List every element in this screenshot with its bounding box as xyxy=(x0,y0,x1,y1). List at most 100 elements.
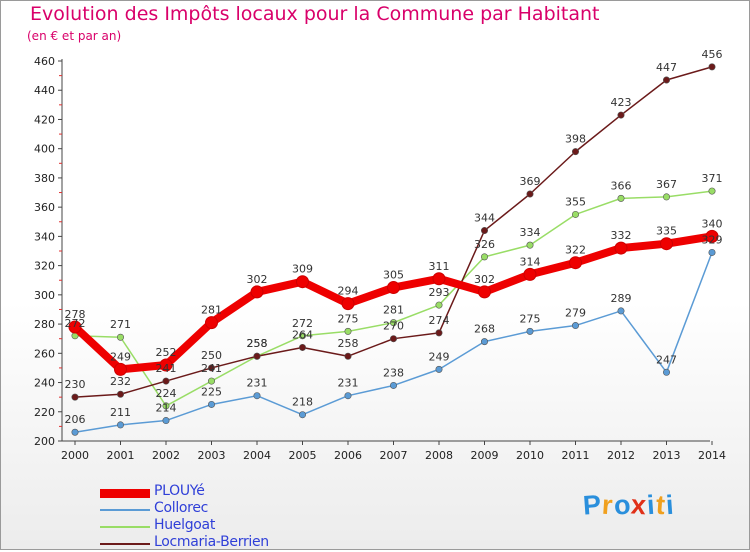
data-point-3 xyxy=(526,190,534,198)
data-label-3: 398 xyxy=(565,133,586,146)
data-point-3 xyxy=(480,227,488,235)
data-label-1: 231 xyxy=(247,377,268,390)
data-label-3: 447 xyxy=(656,61,677,74)
data-point-3 xyxy=(117,390,125,398)
data-label-2: 355 xyxy=(565,195,586,208)
data-label-0: 302 xyxy=(247,273,268,286)
data-label-3: 258 xyxy=(338,337,359,350)
data-point-0 xyxy=(341,297,355,311)
data-point-1 xyxy=(162,417,170,425)
data-label-2: 326 xyxy=(474,238,495,251)
y-tick-label: 340 xyxy=(34,230,55,243)
data-point-2 xyxy=(117,333,125,341)
data-point-3 xyxy=(708,63,716,71)
legend-label: Locmaria-Berrien xyxy=(154,534,269,550)
data-label-0: 249 xyxy=(110,350,131,363)
data-label-0: 281 xyxy=(201,304,222,317)
data-point-0 xyxy=(614,241,628,255)
data-point-2 xyxy=(435,301,443,309)
y-tick-label: 300 xyxy=(34,289,55,302)
data-point-2 xyxy=(617,194,625,202)
data-point-3 xyxy=(389,335,397,343)
data-label-0: 311 xyxy=(429,260,450,273)
data-point-3 xyxy=(571,148,579,156)
data-point-2 xyxy=(662,193,670,201)
data-label-1: 268 xyxy=(474,323,495,336)
legend-swatch xyxy=(100,543,150,545)
data-label-0: 278 xyxy=(65,308,86,321)
data-label-3: 270 xyxy=(383,320,404,333)
data-label-1: 279 xyxy=(565,307,586,320)
data-label-0: 314 xyxy=(520,255,541,268)
x-tick-label: 2002 xyxy=(152,449,180,462)
data-point-2 xyxy=(208,377,216,385)
data-label-0: 294 xyxy=(338,285,359,298)
y-tick-label: 240 xyxy=(34,377,55,390)
data-point-0 xyxy=(432,272,446,286)
data-point-1 xyxy=(71,428,79,436)
data-label-3: 241 xyxy=(156,362,177,375)
data-label-0: 305 xyxy=(383,269,404,282)
data-label-0: 332 xyxy=(611,229,632,242)
data-point-1 xyxy=(117,421,125,429)
data-label-1: 247 xyxy=(656,353,677,366)
data-point-3 xyxy=(298,343,306,351)
x-tick-label: 2004 xyxy=(243,449,271,462)
logo-letter: P xyxy=(581,489,604,521)
data-label-2: 241 xyxy=(201,362,222,375)
data-point-0 xyxy=(250,285,264,299)
data-point-3 xyxy=(208,364,216,372)
legend-label: Collorec xyxy=(154,500,209,516)
x-tick-label: 2010 xyxy=(516,449,544,462)
x-tick-label: 2013 xyxy=(653,449,681,462)
data-label-2: 271 xyxy=(110,318,131,331)
data-label-0: 335 xyxy=(656,225,677,238)
y-tick-label: 260 xyxy=(34,347,55,360)
data-label-3: 456 xyxy=(702,48,723,61)
data-label-1: 206 xyxy=(65,413,86,426)
data-point-0 xyxy=(660,237,673,251)
data-point-0 xyxy=(478,285,491,299)
data-point-1 xyxy=(435,365,443,373)
data-label-2: 281 xyxy=(383,304,404,317)
y-tick-label: 280 xyxy=(34,318,55,331)
x-tick-label: 2003 xyxy=(198,449,226,462)
data-label-2: 334 xyxy=(520,226,541,239)
y-tick-label: 220 xyxy=(34,406,55,419)
x-tick-label: 2008 xyxy=(425,449,453,462)
data-label-3: 250 xyxy=(201,349,222,362)
data-label-2: 371 xyxy=(702,172,723,185)
x-tick-label: 2007 xyxy=(380,449,408,462)
data-point-3 xyxy=(435,329,443,337)
data-point-0 xyxy=(296,275,309,289)
x-tick-label: 2006 xyxy=(334,449,362,462)
y-tick-label: 200 xyxy=(34,435,55,448)
x-tick-label: 2001 xyxy=(107,449,135,462)
data-point-2 xyxy=(708,187,716,195)
data-label-2: 367 xyxy=(656,178,677,191)
data-label-3: 232 xyxy=(110,375,131,388)
data-point-1 xyxy=(617,307,625,315)
data-point-1 xyxy=(389,381,397,389)
data-label-3: 258 xyxy=(247,337,268,350)
data-label-2: 258 xyxy=(247,337,268,350)
data-label-1: 214 xyxy=(156,402,177,415)
data-point-1 xyxy=(344,392,352,400)
y-tick-label: 420 xyxy=(34,113,55,126)
data-label-1: 225 xyxy=(201,385,222,398)
data-point-3 xyxy=(71,393,79,401)
data-point-3 xyxy=(344,352,352,360)
data-point-2 xyxy=(526,241,534,249)
data-label-0: 309 xyxy=(292,263,313,276)
data-point-3 xyxy=(253,352,261,360)
data-point-0 xyxy=(523,267,537,281)
data-point-2 xyxy=(298,332,306,340)
x-tick-label: 2014 xyxy=(698,449,726,462)
data-label-2: 272 xyxy=(65,317,86,330)
data-label-3: 230 xyxy=(65,378,86,391)
legend-swatch xyxy=(100,488,150,498)
legend-label: Huelgoat xyxy=(154,517,216,533)
data-point-0 xyxy=(705,229,719,243)
y-tick-label: 440 xyxy=(34,84,55,97)
